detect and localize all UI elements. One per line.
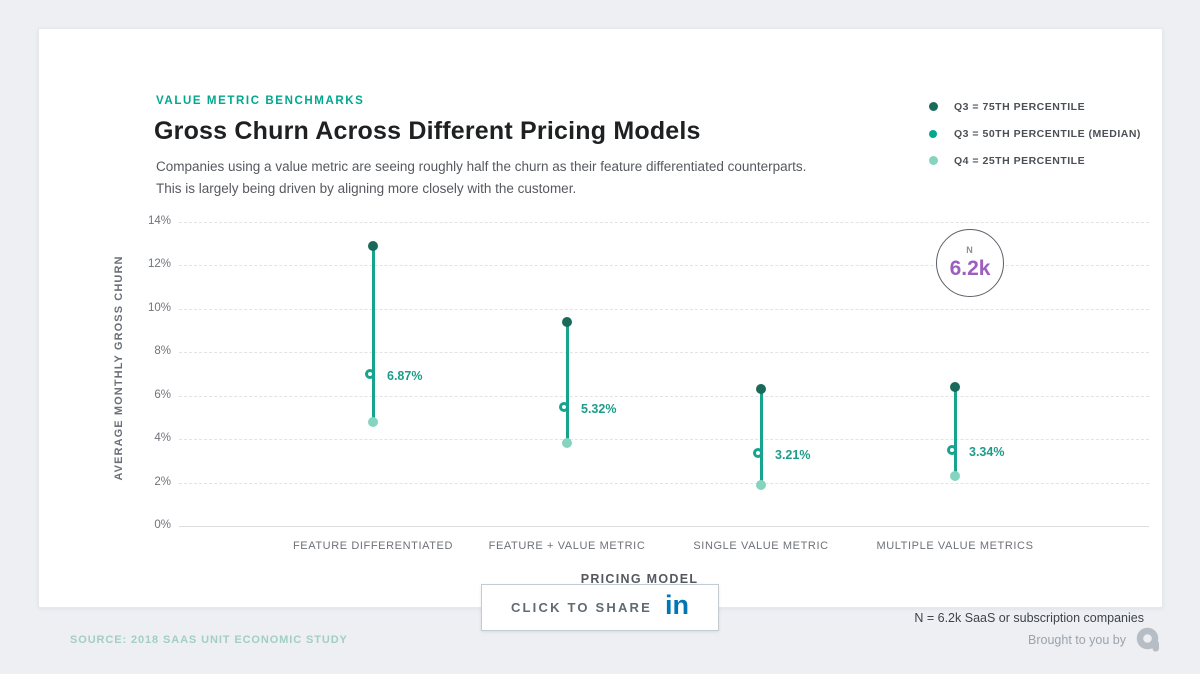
legend: Q3 = 75TH PERCENTILE Q3 = 50TH PERCENTIL… [924, 93, 1141, 174]
percentile-range-line [953, 387, 957, 477]
legend-label: Q4 = 25TH PERCENTILE [954, 154, 1086, 167]
gridline [179, 395, 1149, 397]
sample-size-value: 6.2k [949, 257, 991, 280]
chart-card: VALUE METRIC BENCHMARKS Gross Churn Acro… [38, 28, 1163, 625]
percentile-range-line [565, 321, 569, 444]
profitwell-logo-icon [1136, 627, 1159, 652]
x-axis-title: PRICING MODEL [580, 572, 699, 586]
median-value-label: 3.34% [969, 445, 1005, 460]
percentile-range-line [371, 245, 375, 422]
legend-marker-75th [924, 102, 942, 111]
p25-dot [368, 416, 378, 427]
p75-dot [368, 240, 378, 251]
p75-dot [562, 316, 572, 327]
legend-marker-median [924, 129, 942, 138]
y-tick-label: 6% [154, 388, 171, 401]
brought-label: Brought to you by [1028, 633, 1126, 647]
gridline [179, 222, 1149, 223]
legend-item-75th: Q3 = 75TH PERCENTILE [924, 93, 1141, 120]
gridline [179, 482, 1149, 484]
filled-dark-dot-icon [928, 102, 938, 111]
y-tick-label: 8% [154, 345, 171, 358]
median-value-label: 6.87% [387, 368, 423, 383]
p25-dot [562, 438, 572, 449]
p75-dot [950, 382, 960, 393]
ring-dot-icon [929, 129, 937, 138]
sample-size-note: N = 6.2k SaaS or subscription companies [914, 611, 1144, 625]
median-marker [753, 448, 763, 459]
x-axis-labels: FEATURE DIFFERENTIATED FEATURE + VALUE ME… [179, 540, 1149, 556]
y-tick-label: 12% [147, 258, 171, 271]
median-value-label: 3.21% [775, 448, 811, 463]
legend-label: Q3 = 75TH PERCENTILE [954, 100, 1086, 113]
gridline [179, 352, 1149, 354]
median-value-label: 5.32% [581, 402, 617, 417]
p75-dot [756, 384, 766, 395]
brought-to-you-by: Brought to you by [1028, 627, 1162, 653]
x-category-label: FEATURE + VALUE METRIC [488, 540, 646, 552]
gridline [179, 526, 1149, 527]
median-marker [947, 445, 957, 456]
gridline [179, 439, 1149, 441]
p25-dot [950, 471, 960, 482]
y-tick-label: 2% [154, 475, 171, 488]
linkedin-icon: in [665, 590, 690, 620]
gridline [179, 308, 1149, 310]
p25-dot [756, 479, 766, 490]
eyebrow-label: VALUE METRIC BENCHMARKS [156, 95, 365, 107]
share-button[interactable]: CLICK TO SHARE in [481, 584, 719, 631]
gridline [179, 265, 1149, 267]
median-marker [559, 402, 569, 413]
legend-label: Q3 = 50TH PERCENTILE (MEDIAN) [954, 127, 1141, 140]
median-marker [365, 368, 375, 379]
x-category-label: MULTIPLE VALUE METRICS [876, 540, 1034, 552]
legend-item-median: Q3 = 50TH PERCENTILE (MEDIAN) [924, 120, 1141, 147]
sample-size-badge: N 6.2k [936, 229, 1004, 297]
filled-light-dot-icon [928, 156, 938, 165]
source-note: SOURCE: 2018 SAAS UNIT ECONOMIC STUDY [70, 634, 348, 646]
x-category-label: SINGLE VALUE METRIC [693, 540, 829, 552]
percentile-range-line [759, 389, 763, 485]
legend-item-25th: Q4 = 25TH PERCENTILE [924, 147, 1141, 174]
y-tick-label: 14% [147, 215, 171, 227]
share-button-label: CLICK TO SHARE [510, 600, 653, 615]
legend-marker-25th [924, 156, 942, 165]
y-tick-label: 4% [154, 432, 171, 445]
page-title: Gross Churn Across Different Pricing Mod… [154, 117, 701, 145]
y-axis-title: AVERAGE MONTHLY GROSS CHURN [113, 255, 125, 481]
plot-area: 0% 2% 4% 6% 8% 10% 12% 14% 6.87% 5.32% 3.21% 3.34% [148, 215, 1149, 531]
x-category-label: FEATURE DIFFERENTIATED [292, 540, 454, 552]
y-tick-label: 0% [154, 519, 171, 531]
subtitle: Companies using a value metric are seein… [156, 159, 807, 197]
sample-size-label: N [966, 245, 974, 255]
y-tick-label: 10% [147, 301, 171, 314]
